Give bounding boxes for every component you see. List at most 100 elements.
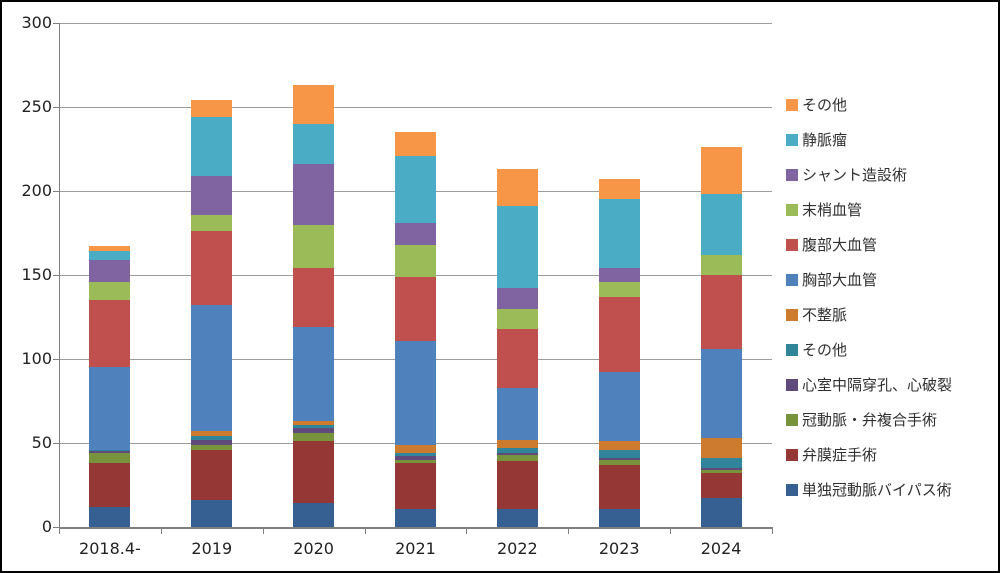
- y-axis-tick: [53, 358, 59, 360]
- bar-segment: [89, 259, 131, 282]
- bar-segment: [293, 268, 335, 328]
- legend-swatch: [786, 483, 798, 496]
- bar-segment: [191, 500, 233, 527]
- bar-segment: [598, 296, 640, 373]
- x-tick-label: 2021: [395, 539, 436, 558]
- bar-segment: [598, 268, 640, 282]
- bar-segment: [293, 441, 335, 504]
- legend-item: その他: [786, 87, 952, 122]
- y-tick-label: 50: [31, 433, 52, 452]
- bar-segment: [191, 214, 233, 232]
- x-axis-tick: [466, 527, 468, 534]
- bar-segment: [293, 424, 335, 428]
- x-tick-label: 2022: [496, 539, 538, 558]
- legend-item: 胸部大血管: [786, 262, 952, 297]
- legend-swatch: [786, 448, 798, 461]
- bar-segment: [700, 194, 742, 255]
- bar-segment: [395, 444, 436, 454]
- bar-segment: [395, 459, 436, 464]
- legend-swatch: [786, 378, 798, 391]
- bar-segment: [191, 117, 233, 176]
- bar-segment: [89, 246, 131, 252]
- legend-item: 静脈瘤: [786, 122, 952, 157]
- legend-item: 末梢血管: [786, 192, 952, 227]
- legend-label: 静脈瘤: [802, 131, 848, 149]
- legend-item: 冠動脈・弁複合手術: [786, 402, 952, 437]
- y-axis-tick: [53, 106, 59, 108]
- y-tick-label: 150: [21, 265, 52, 284]
- bar-segment: [293, 164, 335, 225]
- bar-segment: [496, 508, 538, 527]
- legend-label: 末梢血管: [802, 201, 863, 219]
- legend-label: その他: [802, 341, 848, 359]
- bar-segment: [598, 458, 640, 460]
- bar-segment: [700, 275, 742, 349]
- bar-segment: [700, 458, 742, 469]
- y-tick-label: 300: [21, 13, 52, 32]
- legend-label: シャント造設術: [802, 166, 908, 184]
- legend-label: 弁膜症手術: [802, 446, 878, 464]
- bar-segment: [598, 464, 640, 509]
- y-axis-tick: [53, 526, 59, 528]
- bar-segment: [395, 463, 436, 509]
- bar-segment: [191, 439, 233, 445]
- x-tick-label: 2024: [700, 539, 742, 558]
- legend-label: 不整脈: [802, 306, 848, 324]
- legend-item: 不整脈: [786, 297, 952, 332]
- bar-segment: [293, 224, 335, 269]
- bar-segment: [598, 441, 640, 450]
- y-tick-label: 0: [41, 517, 52, 536]
- bar-segment: [191, 175, 233, 215]
- bar-segment: [89, 453, 131, 464]
- bar-segment: [89, 367, 131, 450]
- bar-segment: [191, 305, 233, 432]
- bar-segment: [598, 508, 640, 527]
- legend-swatch: [786, 308, 798, 321]
- legend-swatch: [786, 203, 798, 216]
- legend-item: シャント造設術: [786, 157, 952, 192]
- bar-segment: [700, 348, 742, 438]
- x-tick-label: 2023: [598, 539, 640, 558]
- bar-segment: [293, 427, 335, 433]
- legend-swatch: [786, 133, 798, 146]
- bar-segment: [395, 340, 436, 445]
- x-tick-label: 2018.4-: [79, 539, 141, 558]
- bar-segment: [496, 288, 538, 309]
- y-axis-tick: [53, 442, 59, 444]
- legend-label: 腹部大血管: [802, 236, 878, 254]
- bar-segment: [496, 169, 538, 207]
- bar-segment: [293, 421, 335, 425]
- bar-segment: [700, 254, 742, 275]
- y-tick-label: 200: [21, 181, 52, 200]
- bar-segment: [191, 444, 233, 450]
- bar-segment: [395, 155, 436, 223]
- bar-segment: [191, 231, 233, 306]
- x-axis-tick: [772, 527, 773, 534]
- x-axis-line: [59, 527, 772, 529]
- legend-label: 胸部大血管: [802, 271, 878, 289]
- bar-segment: [89, 251, 131, 260]
- bar-segment: [395, 222, 436, 245]
- bar-segment: [89, 449, 131, 452]
- bar-segment: [496, 308, 538, 329]
- bar-segment: [293, 85, 335, 124]
- bar-segment: [191, 436, 233, 440]
- bar-segment: [89, 451, 131, 454]
- legend-swatch: [786, 413, 798, 426]
- bar-segment: [700, 147, 742, 195]
- gridline: [59, 22, 772, 24]
- bar-segment: [496, 439, 538, 449]
- bar-segment: [89, 463, 131, 507]
- gridline: [59, 106, 772, 108]
- chart-legend: その他 静脈瘤 シャント造設術 末梢血管 腹部大血管 胸部大血管 不整脈 その他 心室中隔穿孔、…: [786, 87, 952, 507]
- bar-segment: [293, 327, 335, 422]
- bar-segment: [395, 244, 436, 277]
- bar-segment: [191, 431, 233, 437]
- bar-segment: [496, 328, 538, 388]
- bar-segment: [700, 469, 742, 474]
- bar-segment: [700, 468, 742, 470]
- x-axis-tick: [670, 527, 672, 534]
- bar-segment: [598, 372, 640, 442]
- bar-segment: [496, 461, 538, 509]
